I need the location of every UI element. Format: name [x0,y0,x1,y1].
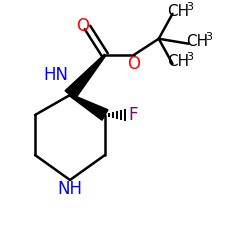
Text: NH: NH [58,180,82,198]
Polygon shape [65,54,106,99]
Text: HN: HN [44,66,69,84]
Text: 3: 3 [205,32,212,42]
Text: O: O [127,55,140,73]
Text: CH: CH [168,4,190,19]
Text: CH: CH [168,54,190,69]
Text: 3: 3 [186,52,193,62]
Text: F: F [129,106,138,124]
Text: 3: 3 [186,2,193,12]
Text: O: O [76,17,90,35]
Polygon shape [70,94,108,120]
Text: CH: CH [186,34,208,49]
